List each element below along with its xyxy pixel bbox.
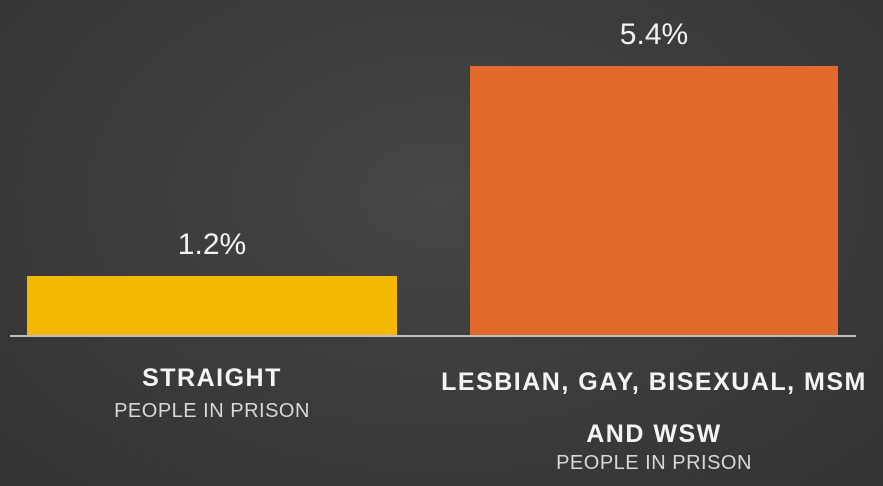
value-label: 1.2% [177, 228, 247, 261]
category-label: LESBIAN, GAY, BISEXUAL, MSM AND WSW [441, 368, 867, 448]
value-label: 5.4% [619, 18, 689, 51]
category-sublabel: PEOPLE IN PRISON [556, 452, 752, 474]
bar [27, 276, 397, 336]
category-sublabel: PEOPLE IN PRISON [114, 400, 310, 422]
category-label: STRAIGHT [142, 364, 282, 392]
bar [470, 66, 838, 336]
